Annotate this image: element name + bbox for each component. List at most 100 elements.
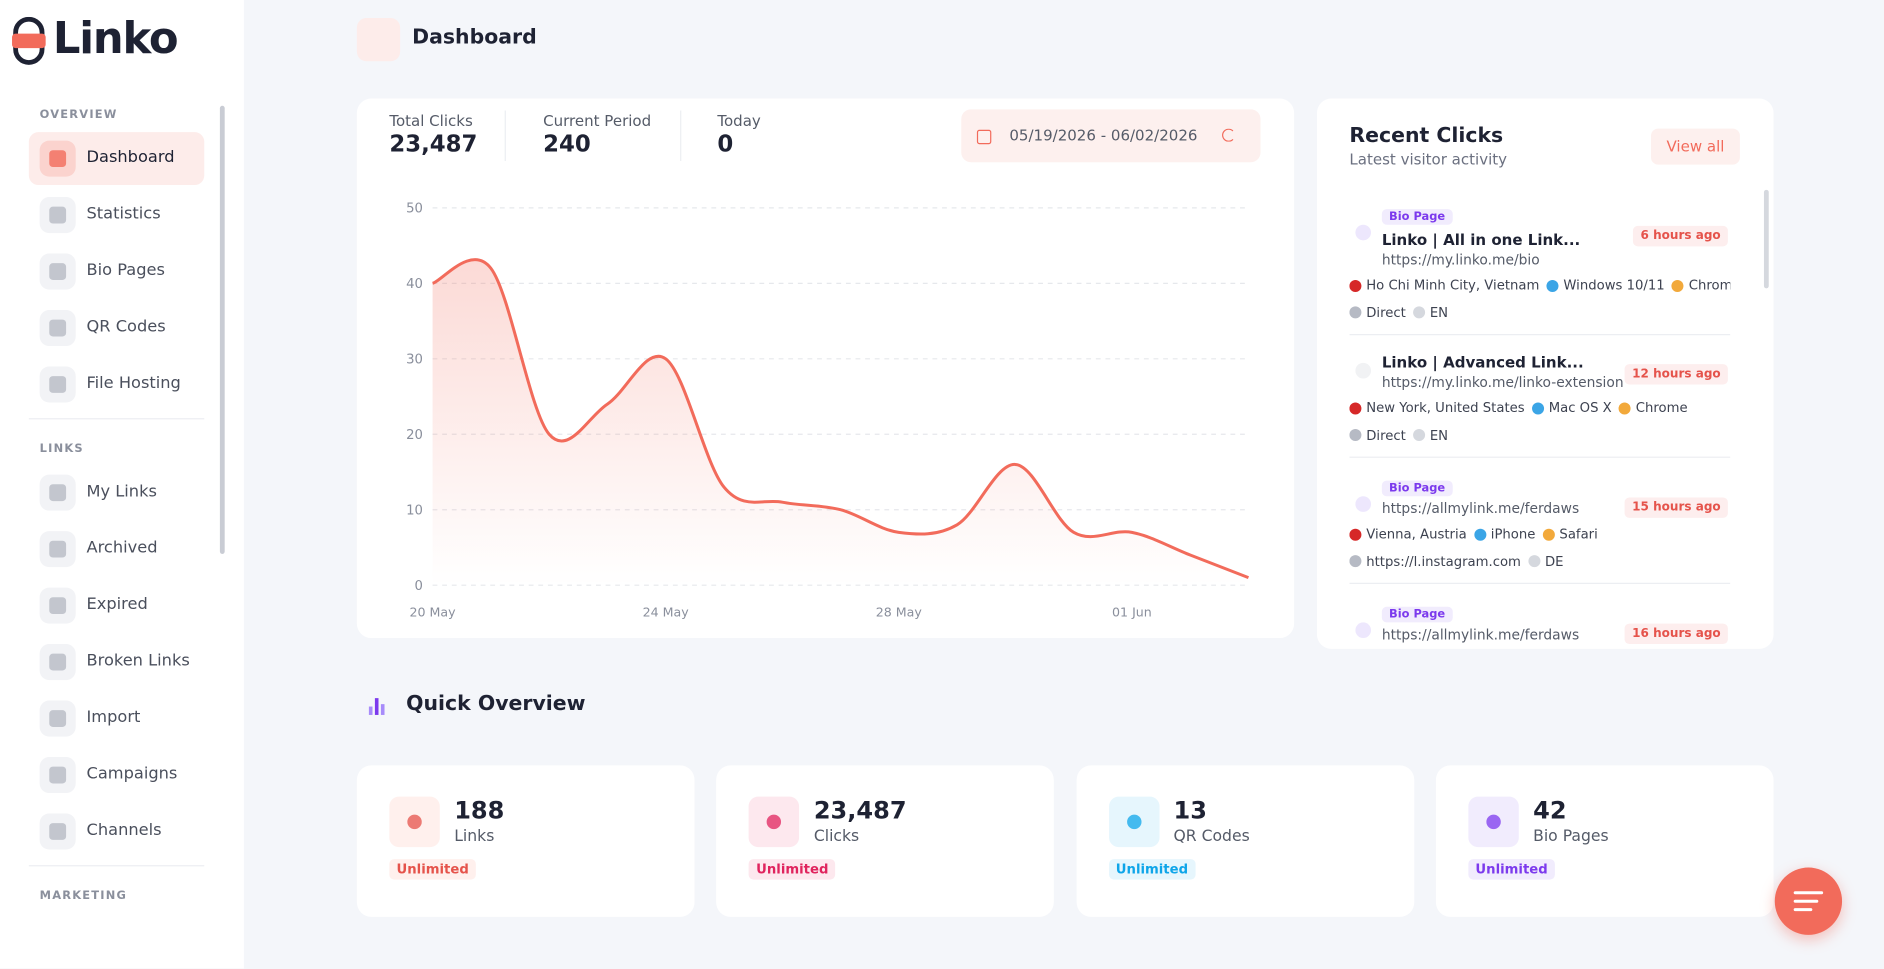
card-badge: Unlimited	[389, 859, 477, 880]
card-subtitle: Latest visitor activity	[1349, 150, 1508, 169]
meta-browser: Chrome	[1688, 277, 1731, 294]
card-title: Recent Clicks	[1349, 123, 1504, 148]
meta-icon	[1413, 428, 1426, 441]
meta-lang: DE	[1544, 553, 1564, 569]
meta-chip: Direct	[1349, 304, 1406, 321]
meta-os: Mac OS X	[1548, 400, 1612, 416]
meta-location: New York, United States	[1366, 400, 1525, 416]
divider	[28, 865, 205, 867]
meta-location: Vienna, Austria	[1366, 526, 1467, 542]
nav-item[interactable]: Archived	[29, 523, 204, 576]
sidebar: Linko OVERVIEW Dashboard Statistics Bio Pag…	[0, 0, 244, 969]
y-tick-label: 0	[415, 579, 423, 594]
card-glyph	[1126, 814, 1142, 830]
meta-referrer: https://l.instagram.com	[1366, 553, 1521, 569]
date-range-picker[interactable]: 05/19/2026 - 06/02/2026	[961, 109, 1261, 163]
view-all-button[interactable]: View all	[1650, 128, 1740, 165]
tag: Bio Page	[1381, 606, 1453, 623]
meta-browser: Chrome	[1635, 400, 1688, 416]
nav-item[interactable]: My Links	[29, 466, 204, 519]
nav-label: My Links	[86, 481, 157, 502]
nav-item[interactable]: Channels	[29, 805, 204, 858]
nav-glyph	[49, 823, 67, 840]
nav-glyph	[49, 263, 67, 280]
meta-os: iPhone	[1490, 526, 1536, 542]
nav-item[interactable]: Dashboard	[28, 132, 205, 186]
tag: Bio Page	[1381, 480, 1453, 497]
overview-icon	[368, 698, 385, 715]
item-url: https://allmylink.me/ferdaws	[1381, 626, 1580, 643]
page-title: Dashboard	[412, 25, 537, 50]
refresh-icon[interactable]	[1222, 128, 1236, 142]
click-item[interactable]: Linko | Advanced Link... https://my.linko…	[1349, 344, 1731, 458]
card-label: Bio Pages	[1533, 827, 1609, 846]
calendar-icon	[976, 129, 992, 145]
card-badge: Unlimited	[748, 859, 836, 880]
overview-card: 23,487 Clicks Unlimited	[716, 765, 1055, 917]
item-title: Linko | Advanced Link...	[1381, 353, 1584, 372]
time-badge: 15 hours ago	[1624, 497, 1728, 518]
click-item[interactable]: Bio Page Linko | All in one Link... https:…	[1349, 195, 1731, 336]
meta-location: Ho Chi Minh City, Vietnam	[1366, 277, 1540, 294]
stat-value: 0	[717, 130, 734, 158]
meta-icon	[1618, 401, 1631, 414]
fab-button[interactable]	[1774, 867, 1843, 935]
scrollbar	[219, 105, 225, 554]
area	[432, 259, 1249, 586]
click-item[interactable]: Bio Page https://allmylink.me/ferdaws 15 h…	[1349, 466, 1731, 584]
card-glyph	[766, 814, 782, 830]
meta-row: New York, United States Mac OS X Chrome	[1349, 400, 1730, 417]
meta-chip: EN	[1413, 304, 1449, 321]
nav-glyph	[49, 484, 67, 502]
meta-referrer: Direct	[1366, 427, 1406, 443]
meta-icon	[1671, 279, 1684, 292]
nav-item[interactable]: Broken Links	[29, 636, 204, 689]
nav-item[interactable]: Expired	[29, 579, 204, 632]
card-label: QR Codes	[1173, 827, 1250, 846]
meta-row: Ho Chi Minh City, Vietnam Windows 10/11 Ch…	[1349, 278, 1730, 295]
meta-icon	[1413, 306, 1426, 319]
nav-item[interactable]: Campaigns	[29, 749, 204, 802]
item-url: https://my.linko.me/linko-extension	[1381, 373, 1624, 391]
nav-item[interactable]: Statistics	[29, 189, 204, 242]
meta-lang: EN	[1429, 304, 1449, 321]
nav-label: QR Codes	[86, 317, 166, 337]
y-tick-label: 50	[406, 202, 423, 217]
section-label: LINKS	[39, 442, 84, 456]
meta-chip: Chrome	[1671, 277, 1731, 294]
nav-label: File Hosting	[86, 373, 181, 393]
avatar	[1355, 622, 1372, 639]
stat-divider	[504, 110, 506, 162]
nav-item[interactable]: File Hosting	[29, 358, 204, 411]
card-glyph	[407, 814, 422, 830]
y-tick-label: 30	[406, 353, 423, 368]
item-title: Linko | All in one Link...	[1381, 230, 1581, 249]
click-item[interactable]: Bio Page https://allmylink.me/ferdaws 16 h…	[1349, 592, 1730, 646]
card-value: 188	[454, 795, 505, 825]
nav-label: Archived	[86, 538, 158, 558]
meta-icon	[1528, 555, 1541, 568]
nav-glyph	[49, 376, 67, 393]
stat-label: Today	[717, 111, 761, 130]
meta-icon	[1546, 279, 1559, 292]
nav-item[interactable]: Import	[29, 692, 204, 745]
date-range: 05/19/2026 - 06/02/2026	[1009, 126, 1198, 145]
card-value: 13	[1173, 795, 1207, 825]
nav-item[interactable]: Bio Pages	[29, 245, 204, 298]
meta-chip: Safari	[1542, 526, 1598, 542]
recent-clicks-card: Recent Clicks Latest visitor activity View…	[1316, 98, 1774, 649]
avatar	[1355, 362, 1372, 379]
meta-row: https://l.instagram.com DE	[1349, 553, 1730, 570]
card-label: Links	[454, 827, 495, 846]
card-badge: Unlimited	[1108, 859, 1196, 880]
time-badge: 12 hours ago	[1624, 364, 1728, 385]
meta-referrer: Direct	[1366, 304, 1406, 321]
meta-chip: New York, United States	[1349, 400, 1525, 416]
meta-chip: Direct	[1349, 427, 1406, 443]
stat-value: 240	[543, 130, 591, 158]
avatar	[1355, 224, 1372, 241]
nav-item[interactable]: QR Codes	[29, 302, 204, 355]
meta-row: Vienna, Austria iPhone Safari	[1349, 526, 1730, 543]
button-label: View all	[1666, 136, 1725, 156]
meta-os: Windows 10/11	[1563, 277, 1665, 294]
